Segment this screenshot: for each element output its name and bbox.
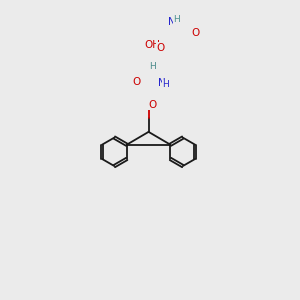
- Text: O: O: [148, 100, 156, 110]
- Text: O: O: [157, 43, 165, 52]
- Text: N: N: [158, 78, 165, 88]
- Text: H: H: [162, 80, 169, 89]
- Text: N: N: [168, 17, 176, 28]
- Polygon shape: [158, 68, 160, 83]
- Text: O: O: [132, 77, 140, 87]
- Text: H: H: [173, 15, 180, 24]
- Text: O: O: [192, 28, 200, 38]
- Text: H: H: [149, 62, 156, 71]
- Text: OH: OH: [144, 40, 160, 50]
